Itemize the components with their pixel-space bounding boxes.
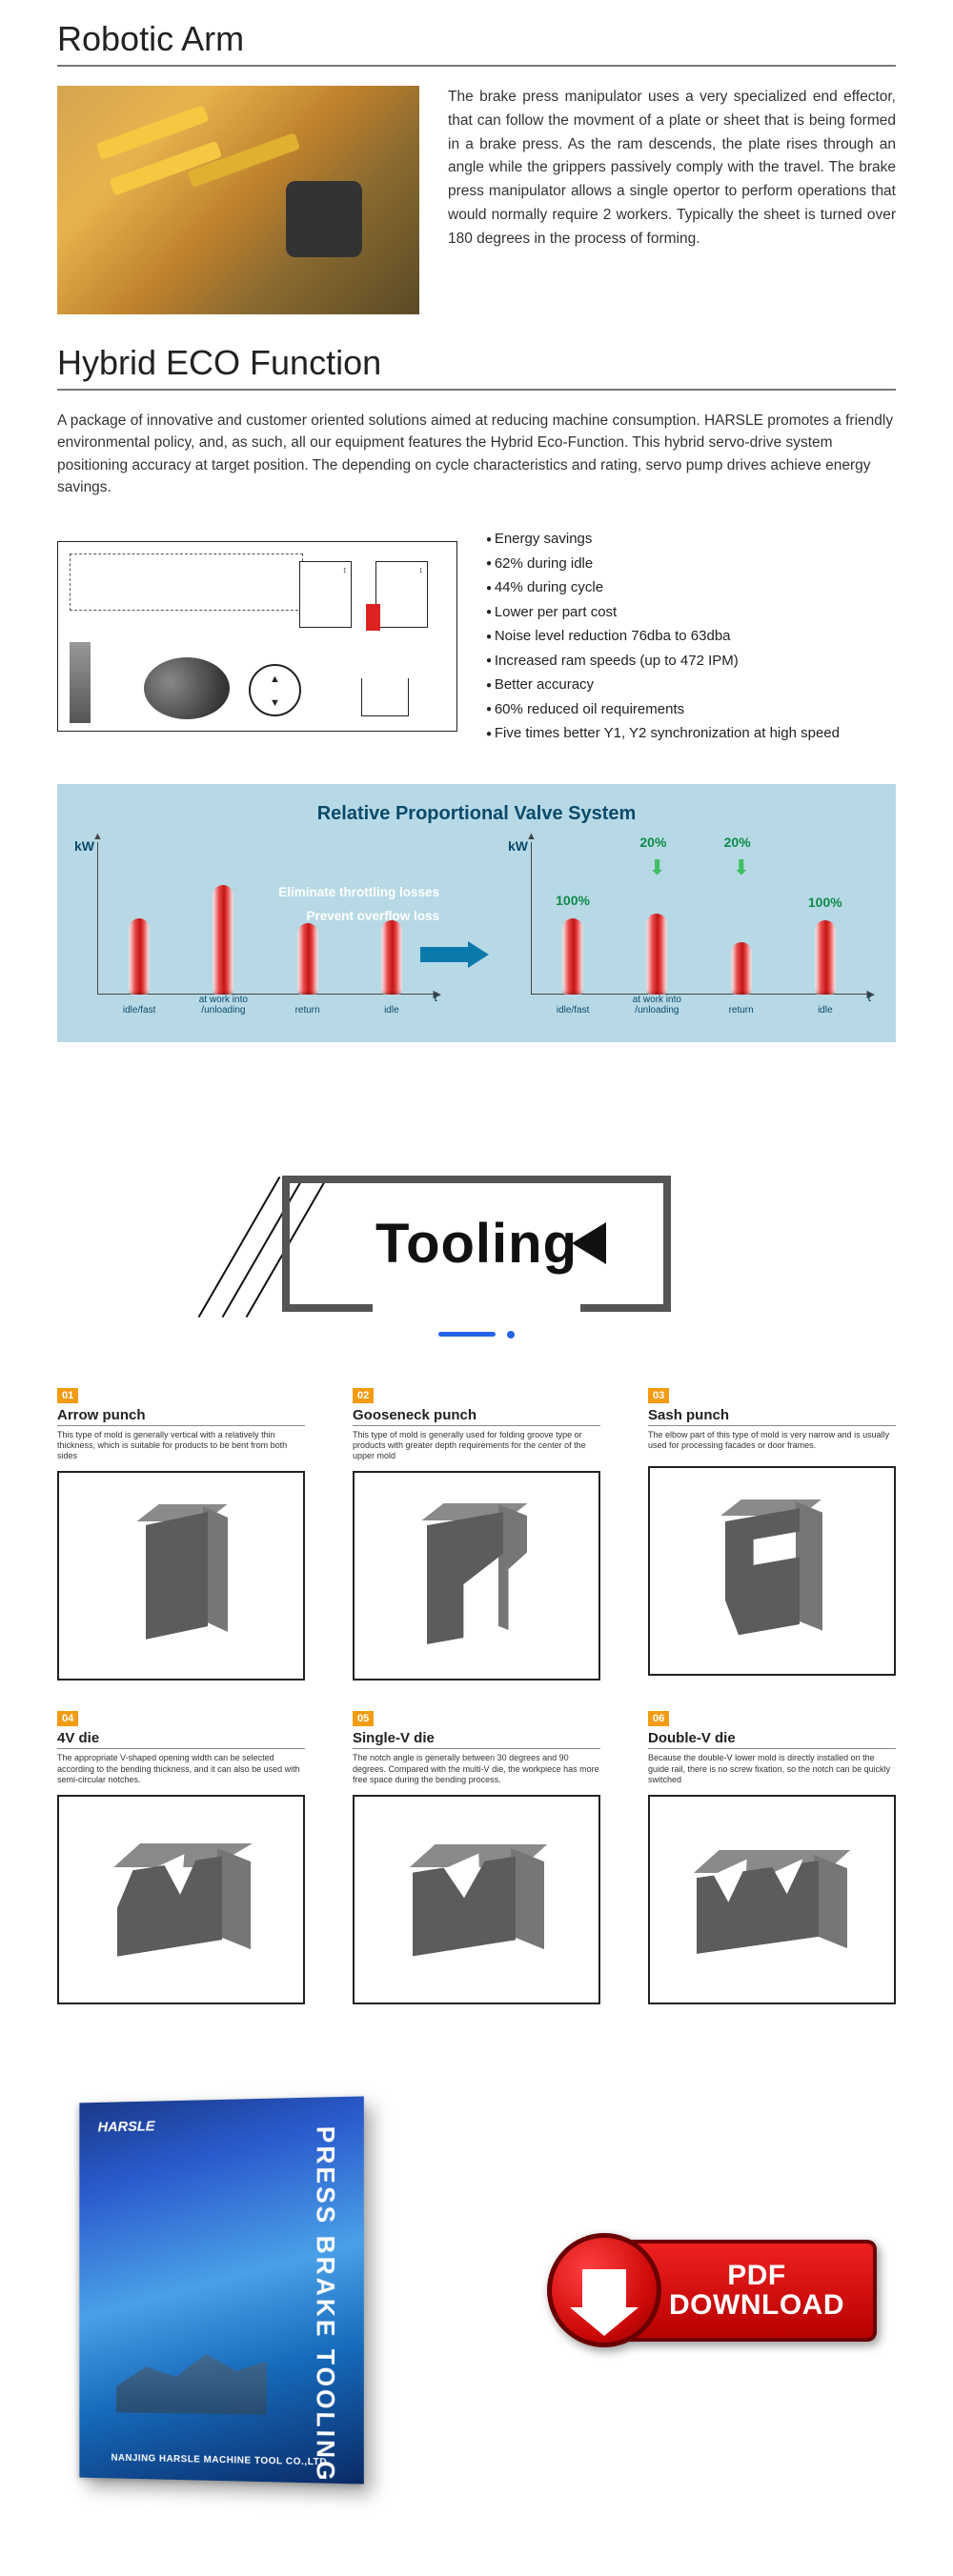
chart-category-label: idle xyxy=(358,1005,425,1016)
pdf-label: DOWNLOAD xyxy=(669,2290,844,2321)
tool-name: 4V die xyxy=(57,1730,305,1746)
eco-bullet: 60% reduced oil requirements xyxy=(486,697,896,722)
arrow-down-icon: ⬇ xyxy=(733,855,750,880)
tool-description: The appropriate V-shaped opening width c… xyxy=(57,1753,305,1785)
chart-title: Relative Proportional Valve System xyxy=(86,803,867,825)
tool-image xyxy=(648,1466,896,1676)
tool-description: The elbow part of this type of mold is v… xyxy=(648,1430,896,1457)
tool-description: The notch angle is generally between 30 … xyxy=(353,1753,600,1785)
chart-y-label: kW xyxy=(74,838,94,854)
chart-category-label: at work into /unloading xyxy=(190,995,256,1016)
tooling-grid: 01 Arrow punch This type of mold is gene… xyxy=(57,1386,896,2005)
chart-percent-label: 100% xyxy=(556,893,590,908)
chart-percent-label: 100% xyxy=(808,895,842,910)
eco-bullet-list: Energy savings 62% during idle 44% durin… xyxy=(486,527,896,746)
tool-item: 03 Sash punch The elbow part of this typ… xyxy=(648,1386,896,1681)
eco-intro: A package of innovative and customer ori… xyxy=(57,410,896,498)
tool-number: 01 xyxy=(57,1388,78,1403)
tool-name: Single-V die xyxy=(353,1730,600,1746)
tool-image xyxy=(57,1471,305,1680)
eco-bullet: 62% during idle xyxy=(486,552,896,576)
tool-image xyxy=(57,1795,305,2004)
chart-category-label: return xyxy=(708,1005,775,1016)
eco-row: ↕ ↕ Energy savings 62% during idle 44% d… xyxy=(57,527,896,746)
chart-y-label: kW xyxy=(508,838,528,854)
chart-mid-text: Prevent overflow loss xyxy=(278,904,439,929)
chart-category-label: idle xyxy=(792,1005,859,1016)
chart-left-panel: kW t idle/fastat work into /unloadingret… xyxy=(86,842,434,1014)
eco-bullet: Lower per part cost xyxy=(486,600,896,625)
chart-percent-label: 20% xyxy=(724,835,751,850)
chart-bar xyxy=(646,914,667,995)
tool-name: Gooseneck punch xyxy=(353,1407,600,1423)
chart-percent-label: 20% xyxy=(639,835,666,850)
pdf-label: PDF xyxy=(669,2261,844,2291)
chart-bar xyxy=(381,920,402,995)
chart-category-label: return xyxy=(274,1005,341,1016)
robotic-arm-image xyxy=(57,86,419,314)
tool-number: 03 xyxy=(648,1388,669,1403)
pdf-download-button[interactable]: PDF DOWNLOAD xyxy=(547,2233,877,2347)
valve-chart-box: Relative Proportional Valve System kW t … xyxy=(57,784,896,1042)
tooling-heading: Tooling xyxy=(0,1176,953,1338)
tool-number: 04 xyxy=(57,1711,78,1726)
chart-bar xyxy=(731,942,752,995)
tool-name: Sash punch xyxy=(648,1407,896,1423)
tool-number: 06 xyxy=(648,1711,669,1726)
brochure-image: HARSLE PRESS BRAKE TOOLING NANJING HARSL… xyxy=(79,2096,363,2484)
chart-category-label: at work into /unloading xyxy=(623,995,690,1016)
chart-bar xyxy=(562,918,583,995)
chart-x-label: t xyxy=(867,990,871,1004)
chart-category-label: idle/fast xyxy=(539,1005,606,1016)
chart-x-label: t xyxy=(434,990,437,1004)
tool-item: 04 4V die The appropriate V-shaped openi… xyxy=(57,1709,305,2004)
tool-description: This type of mold is generally used for … xyxy=(353,1430,600,1462)
chart-bar xyxy=(297,923,318,995)
tool-image xyxy=(648,1795,896,2004)
chart-mid-text: Eliminate throttling losses xyxy=(278,880,439,905)
tool-item: 06 Double-V die Because the double-V low… xyxy=(648,1709,896,2004)
tool-item: 02 Gooseneck punch This type of mold is … xyxy=(353,1386,600,1681)
triangle-icon xyxy=(572,1222,606,1264)
tool-item: 01 Arrow punch This type of mold is gene… xyxy=(57,1386,305,1681)
chart-bar xyxy=(815,920,836,995)
tool-image xyxy=(353,1471,600,1680)
tool-name: Double-V die xyxy=(648,1730,896,1746)
brochure-logo: HARSLE xyxy=(98,2118,155,2135)
tooling-word: Tooling xyxy=(375,1213,578,1275)
tool-description: Because the double-V lower mold is direc… xyxy=(648,1753,896,1785)
eco-bullet: Better accuracy xyxy=(486,673,896,697)
eco-bullet: Increased ram speeds (up to 472 IPM) xyxy=(486,649,896,674)
download-row: HARSLE PRESS BRAKE TOOLING NANJING HARSL… xyxy=(0,2062,953,2576)
tool-item: 05 Single-V die The notch angle is gener… xyxy=(353,1709,600,2004)
chart-bar xyxy=(129,918,150,995)
tool-name: Arrow punch xyxy=(57,1407,305,1423)
robotic-arm-row: The brake press manipulator uses a very … xyxy=(57,86,896,314)
eco-bullet: Five times better Y1, Y2 synchronization… xyxy=(486,721,896,746)
brochure-vertical-text: PRESS BRAKE TOOLING xyxy=(311,2125,341,2483)
eco-bullet: Noise level reduction 76dba to 63dba xyxy=(486,624,896,649)
robotic-arm-text: The brake press manipulator uses a very … xyxy=(448,86,896,314)
eco-bullet: 44% during cycle xyxy=(486,575,896,600)
tool-number: 02 xyxy=(353,1388,374,1403)
chart-bar xyxy=(213,885,233,995)
tool-number: 05 xyxy=(353,1711,374,1726)
eco-diagram: ↕ ↕ xyxy=(57,541,457,732)
robotic-arm-title: Robotic Arm xyxy=(57,19,896,67)
arrow-down-icon: ⬇ xyxy=(648,855,665,880)
tool-description: This type of mold is generally vertical … xyxy=(57,1430,305,1462)
download-icon xyxy=(547,2233,661,2347)
chart-category-label: idle/fast xyxy=(106,1005,172,1016)
chart-right-panel: kW t idle/fastat work into /unloadingret… xyxy=(519,842,867,1014)
tool-image xyxy=(353,1795,600,2004)
eco-bullet: Energy savings xyxy=(486,527,896,552)
eco-title: Hybrid ECO Function xyxy=(57,343,896,391)
